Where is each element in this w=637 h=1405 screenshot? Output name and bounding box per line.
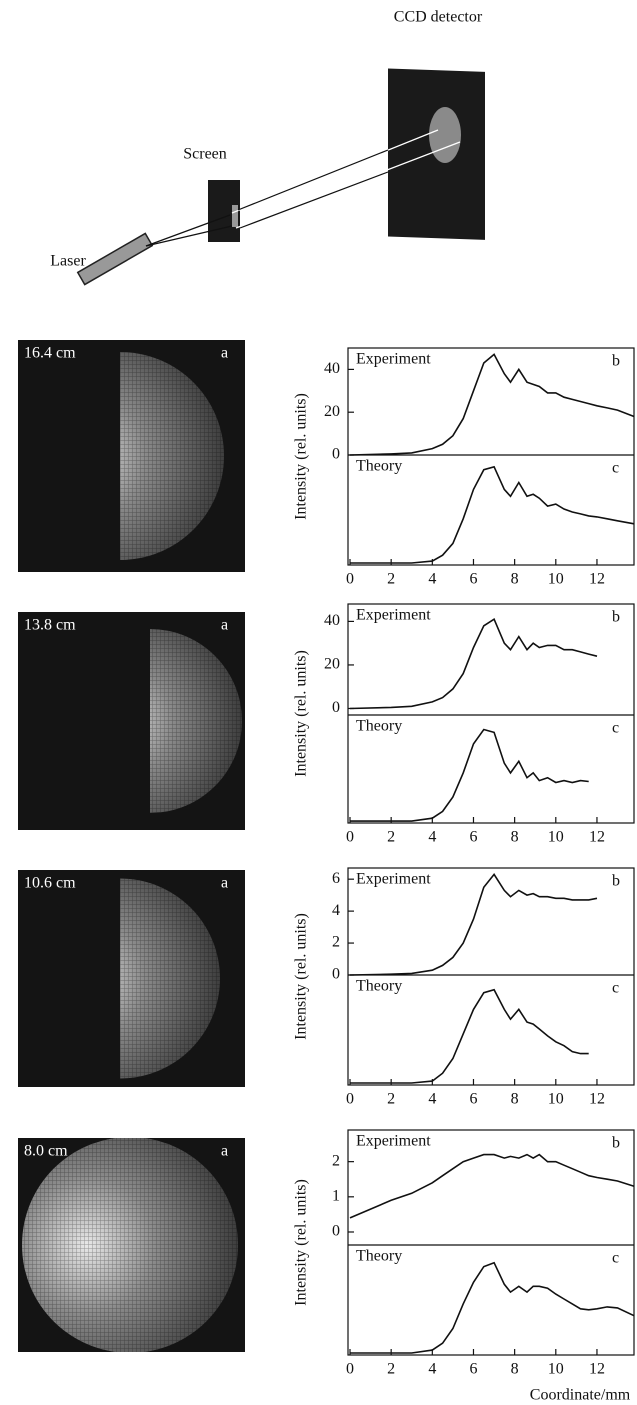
setup-diagram: CCD detector Screen Laser [50,9,485,286]
mesh [120,878,220,1079]
x-tick-label: 6 [469,829,477,846]
series-name: Theory [356,718,402,735]
series-name: Theory [356,458,402,475]
plot-frame [347,603,635,824]
y-axis-label: Intensity (rel. units) [293,1179,310,1306]
intensity-curve [350,988,589,1084]
x-tick-label: 10 [548,1091,564,1108]
intensity-curve [350,465,635,564]
y-axis-label: Intensity (rel. units) [293,913,310,1040]
panel-distance: 13.8 cm [24,617,76,634]
y-tick-label: 20 [324,403,340,420]
intensity-curve [350,728,589,822]
diagram-label: Screen [183,146,227,163]
x-tick-label: 0 [346,829,354,846]
x-tick-label: 4 [428,1091,436,1108]
x-tick-label: 4 [428,1361,436,1378]
panel-label: a [221,1143,228,1160]
y-tick-label: 0 [332,1223,340,1240]
panel-label: a [221,617,228,634]
series-name: Experiment [356,871,431,888]
y-tick-label: 1 [332,1187,340,1204]
mesh [150,629,242,813]
panel-distance: 10.6 cm [24,875,76,892]
x-tick-label: 6 [469,1361,477,1378]
y-tick-label: 2 [332,1152,340,1169]
laser [76,232,154,286]
panel-label: b [612,353,620,370]
x-tick-label: 10 [548,829,564,846]
x-tick-label: 6 [469,571,477,588]
diagram-label: CCD detector [394,9,483,26]
x-tick-label: 2 [387,1091,395,1108]
x-tick-label: 6 [469,1091,477,1108]
y-tick-label: 2 [332,934,340,951]
x-tick-label: 2 [387,1361,395,1378]
panel-label: c [612,980,619,997]
y-tick-label: 20 [324,656,340,673]
panel-label: a [221,345,228,362]
x-tick-label: 8 [511,571,519,588]
x-tick-label: 10 [548,1361,564,1378]
x-tick-label: 8 [511,1361,519,1378]
plot-frame [347,347,635,566]
x-tick-label: 12 [589,1091,605,1108]
ccd-spot [429,107,461,163]
y-tick-label: 40 [324,612,340,629]
y-tick-label: 0 [332,699,340,716]
x-tick-label: 10 [548,571,564,588]
y-axis-label: Intensity (rel. units) [293,393,310,520]
mesh [120,352,224,560]
panel-distance: 8.0 cm [24,1143,68,1160]
x-tick-label: 12 [589,829,605,846]
panel-distance: 16.4 cm [24,345,76,362]
panel-label: b [612,873,620,890]
x-tick-label: 0 [346,1361,354,1378]
y-tick-label: 0 [332,966,340,983]
beam-lines [145,214,233,247]
y-tick-label: 4 [332,902,340,919]
x-tick-label: 8 [511,829,519,846]
x-tick-label: 0 [346,1091,354,1108]
x-tick-label: 8 [511,1091,519,1108]
intensity-curve [349,353,635,456]
panel-label: c [612,720,619,737]
series-name: Experiment [356,607,431,624]
x-tick-label: 12 [589,1361,605,1378]
panel-label: c [612,1250,619,1267]
series-name: Experiment [356,351,431,368]
y-tick-label: 6 [332,870,340,887]
x-tick-label: 4 [428,829,436,846]
mesh [22,1138,238,1352]
x-tick-label: 4 [428,571,436,588]
screen-spot [232,205,238,227]
series-name: Experiment [356,1133,431,1150]
intensity-curve [349,873,598,976]
panel-label: b [612,609,620,626]
y-tick-label: 0 [332,446,340,463]
panel-label: c [612,460,619,477]
intensity-curve [349,618,598,710]
y-axis-label: Intensity (rel. units) [293,650,310,777]
series-name: Theory [356,978,402,995]
plot-frame [347,867,635,1086]
x-tick-label: 12 [589,571,605,588]
panel-label: a [221,875,228,892]
panel-label: b [612,1135,620,1152]
intensity-curve [350,1261,635,1354]
plot-frame [347,1129,635,1356]
x-tick-label: 2 [387,571,395,588]
diagram-label: Laser [50,253,86,270]
y-tick-label: 40 [324,360,340,377]
x-tick-label: 2 [387,829,395,846]
intensity-curve [349,1153,635,1219]
x-tick-label: 0 [346,571,354,588]
x-axis-label: Coordinate/mm [530,1387,631,1404]
series-name: Theory [356,1248,402,1265]
